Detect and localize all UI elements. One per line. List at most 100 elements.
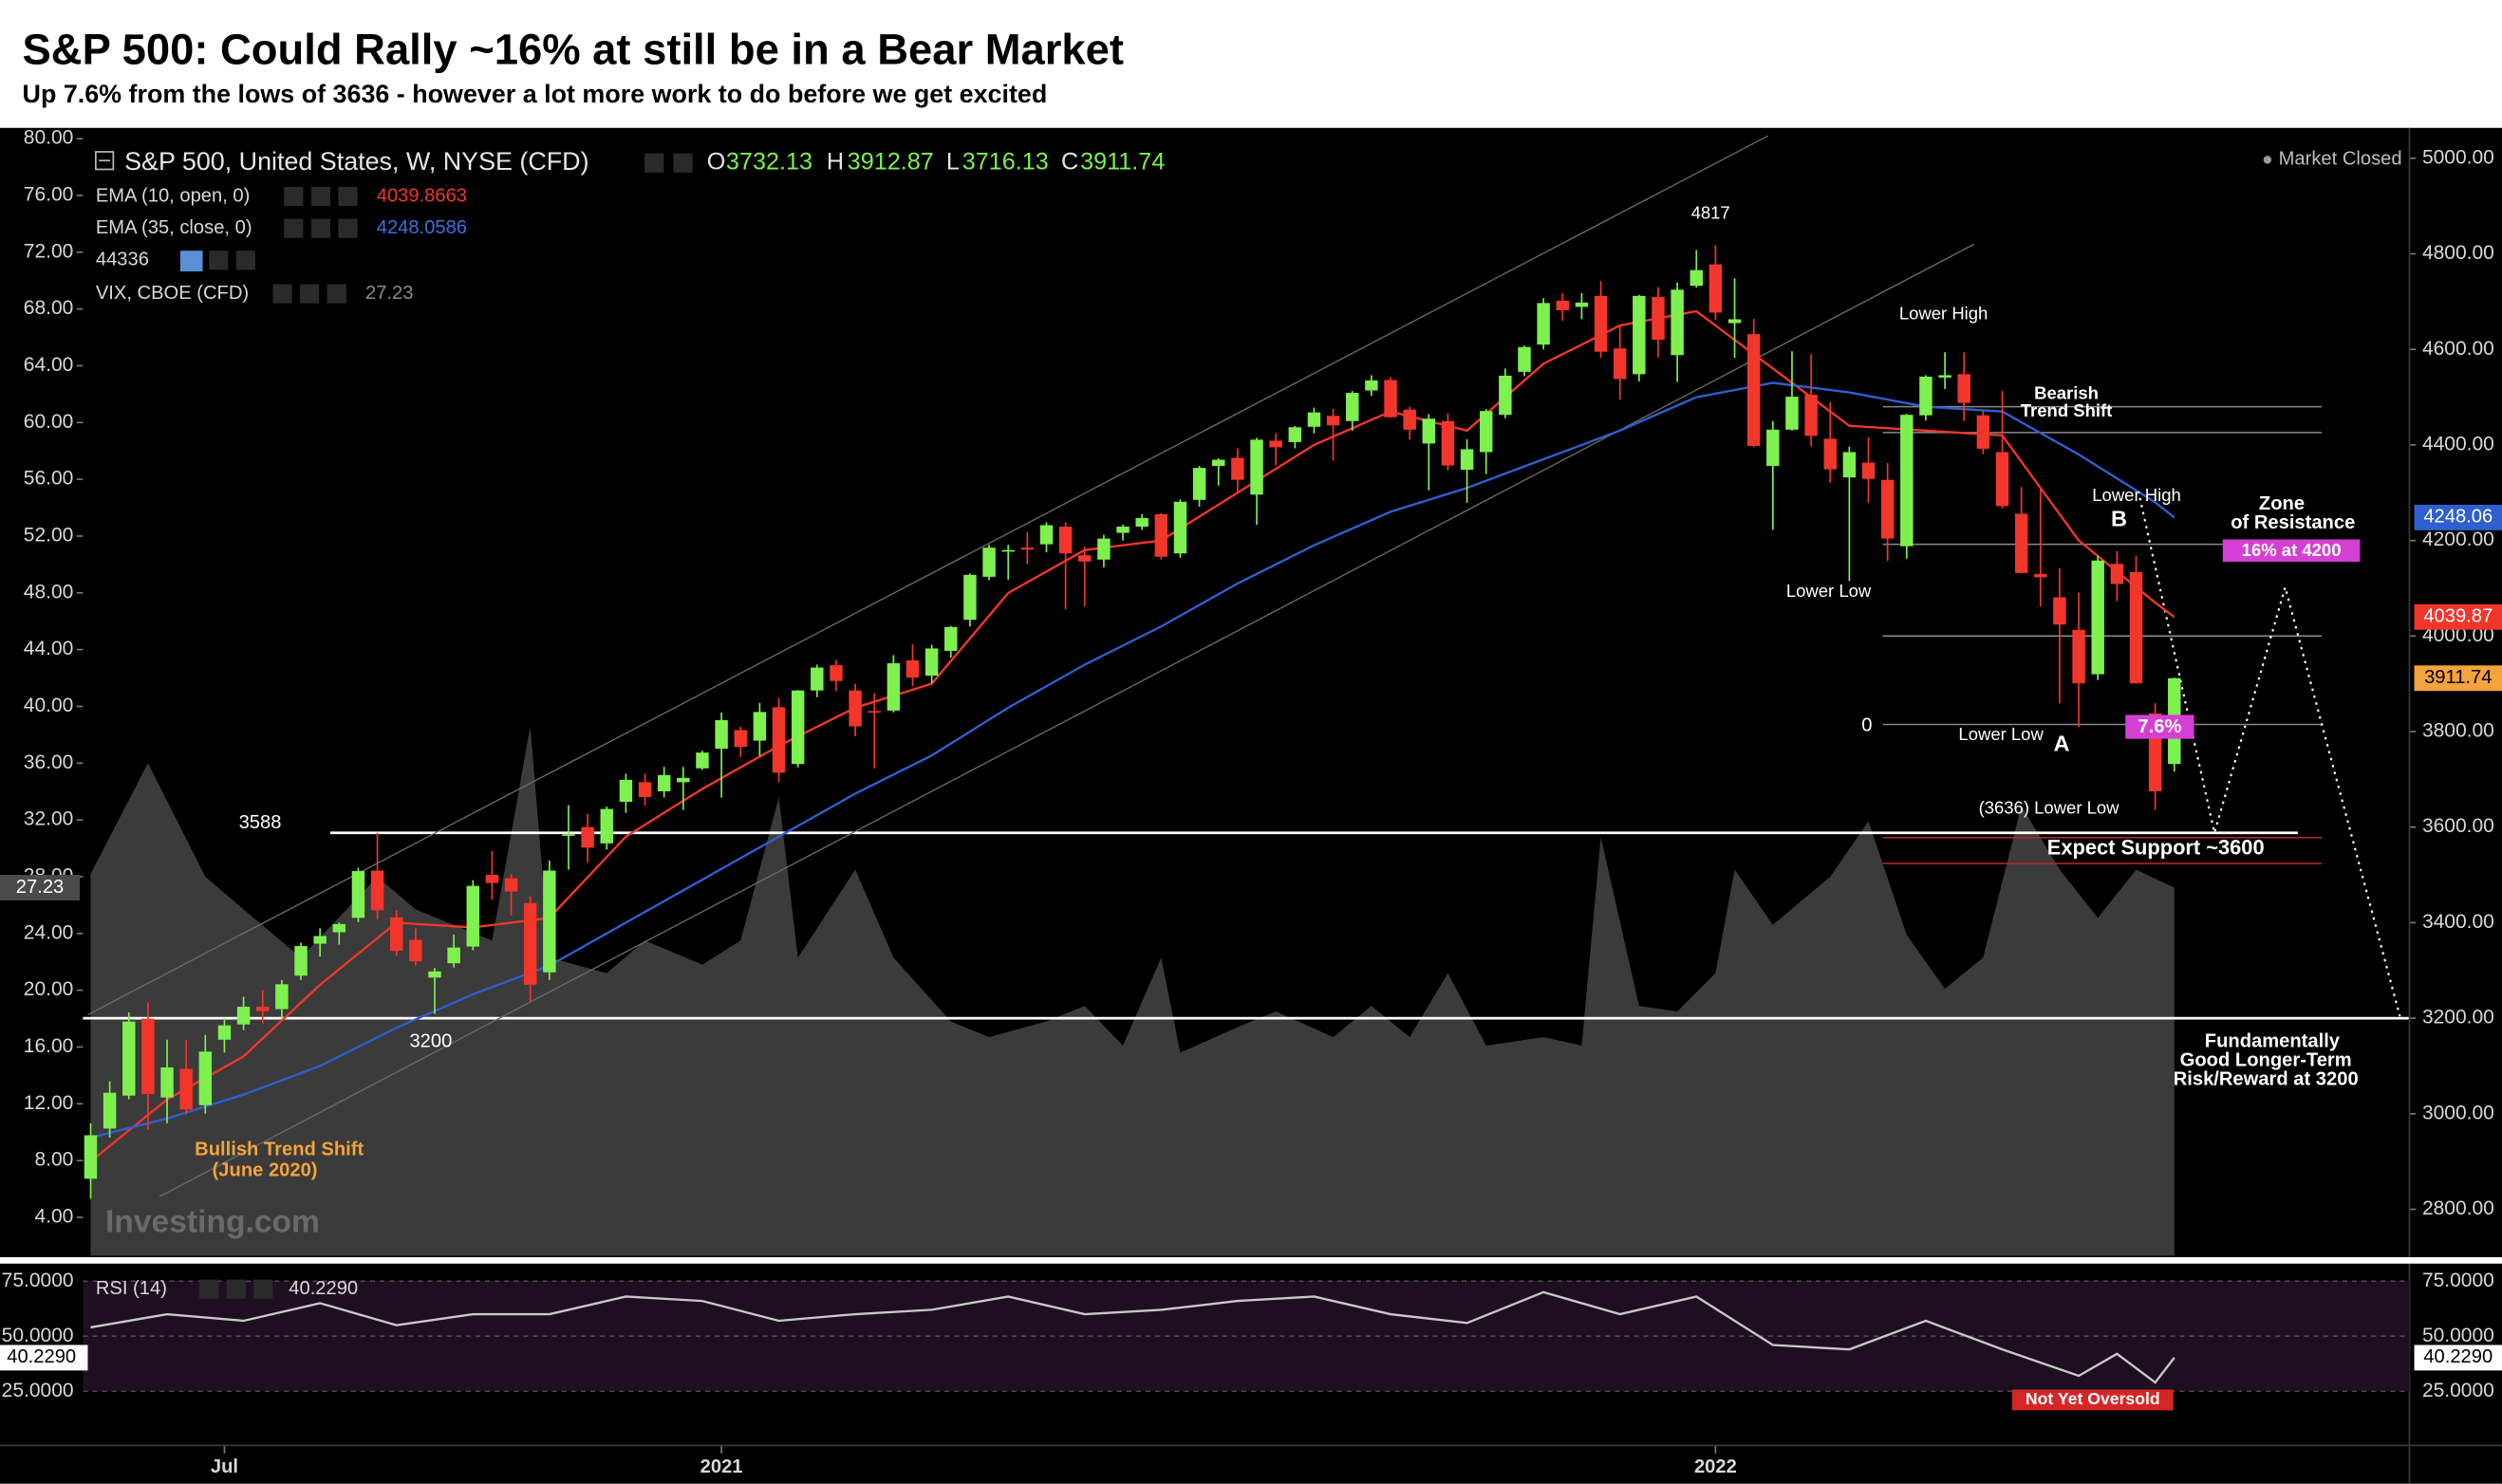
candle-body [1307,412,1321,427]
rsi-line [90,1290,2175,1384]
y-tick-label: 5000.00 [2422,146,2494,168]
candle-body [1058,527,1073,554]
candle-body [791,690,805,765]
y-tick-label: 4400.00 [2422,433,2494,454]
rsi-tick-label: 75.0000 [2422,1270,2494,1291]
candle-body [428,971,441,978]
header-bg [0,0,2502,128]
candle-body [1346,393,1359,421]
legend-icon[interactable] [338,186,358,207]
annotation: Not Yet Oversold [2026,1389,2160,1408]
candle-body [1861,462,1876,479]
candle-body [1537,303,1550,345]
status-dot [2263,156,2272,164]
value-badge-label: 27.23 [16,877,64,898]
annotation: Fundamentally [2205,1030,2341,1051]
candle-body [944,626,958,651]
candle-body [485,875,499,883]
candle-body [1422,418,1436,444]
legend-icon[interactable] [199,1279,219,1299]
legend-icon[interactable] [673,153,693,173]
legend-icon[interactable] [272,284,292,304]
candle-body [1900,415,1914,547]
legend-entry: EMA (10, open, 0) [96,185,250,206]
candle-body [2034,573,2047,578]
annotation: Risk/Reward at 3200 [2174,1069,2359,1090]
candle-body [1212,459,1225,467]
legend-icon[interactable] [253,1279,273,1299]
vix-tick-label: 44.00 [24,638,74,659]
candle-body [2091,560,2104,675]
vix-tick-label: 68.00 [24,297,74,319]
chart-bg [0,127,2502,1484]
y-tick-label: 3800.00 [2422,720,2494,742]
legend-icon[interactable] [327,284,346,304]
annotation: (3636) Lower Low [1979,797,2120,817]
vix-tick-label: 64.00 [24,354,74,376]
legend-value: 4248.0586 [377,217,467,238]
x-tick-label: Jul [211,1456,238,1477]
legend-icon[interactable] [310,218,330,238]
candle-body [1116,527,1130,533]
x-tick-label: 2021 [700,1456,743,1477]
legend-icon[interactable] [284,186,304,207]
candle-body [313,936,327,944]
annotation: B [2111,507,2127,531]
candle-body [1154,513,1168,557]
candle-body [1020,547,1035,550]
legend-icon[interactable] [226,1279,246,1299]
candle-body [1575,302,1589,307]
ohlc-letter: C [1061,148,1078,175]
ohlc-value: 3911.74 [1080,148,1165,175]
legend-value: 40.2290 [289,1278,358,1299]
candle-body [1594,295,1608,352]
candle-body [370,870,384,911]
legend-icon[interactable] [300,284,320,304]
legend-icon[interactable] [644,153,664,173]
value-badge-label: 40.2290 [2423,1346,2493,1367]
value-badge-label: 40.2290 [7,1346,76,1367]
annotation: A [2054,732,2070,756]
legend-toggle[interactable] [95,151,115,171]
vix-tick-label: 36.00 [24,751,74,773]
y-tick-label: 4200.00 [2422,529,2494,550]
annotation: Lower High [2092,485,2180,505]
vix-tick-label: 72.00 [24,240,74,262]
annotation: Lower Low [1786,581,1872,601]
vix-tick-label: 12.00 [24,1092,74,1114]
candle-body [830,665,843,681]
legend-icon[interactable] [284,218,304,238]
legend-icon[interactable] [209,250,229,270]
candle-body [84,1135,98,1179]
candle-body [1499,375,1512,416]
candle-layer [84,245,2181,1199]
legend-entry: 44336 [96,250,149,270]
vix-tick-label: 52.00 [24,525,74,547]
y-tick-label: 4800.00 [2422,242,2494,264]
vix-tick-label: 32.00 [24,808,74,830]
candle-body [1231,457,1244,480]
legend-icon[interactable] [310,186,330,207]
annotation: Trend Shift [2021,400,2113,420]
candle-body [715,719,728,750]
chart-subtitle: Up 7.6% from the lows of 3636 - however … [23,80,1048,108]
legend-icon[interactable] [235,250,255,270]
legend-icon[interactable] [338,218,358,238]
vix-tick-label: 80.00 [24,127,74,149]
rsi-tick-label: 50.0000 [2,1325,74,1346]
candle-body [523,902,537,985]
candle-body [179,1068,193,1110]
candle-body [217,1025,232,1040]
candle-body [619,779,633,803]
value-badge [2414,603,2502,630]
y-tick-label: 4600.00 [2422,338,2494,360]
candle-body [1001,549,1015,552]
vix-tick-label: 4.00 [34,1205,73,1227]
annotation: Expect Support ~3600 [2047,835,2265,859]
legend-value: 27.23 [365,283,413,304]
ohlc-value: 3912.87 [848,148,934,175]
candle-body [2072,629,2085,684]
legend-icon[interactable] [179,250,203,272]
candle-body [638,782,652,797]
